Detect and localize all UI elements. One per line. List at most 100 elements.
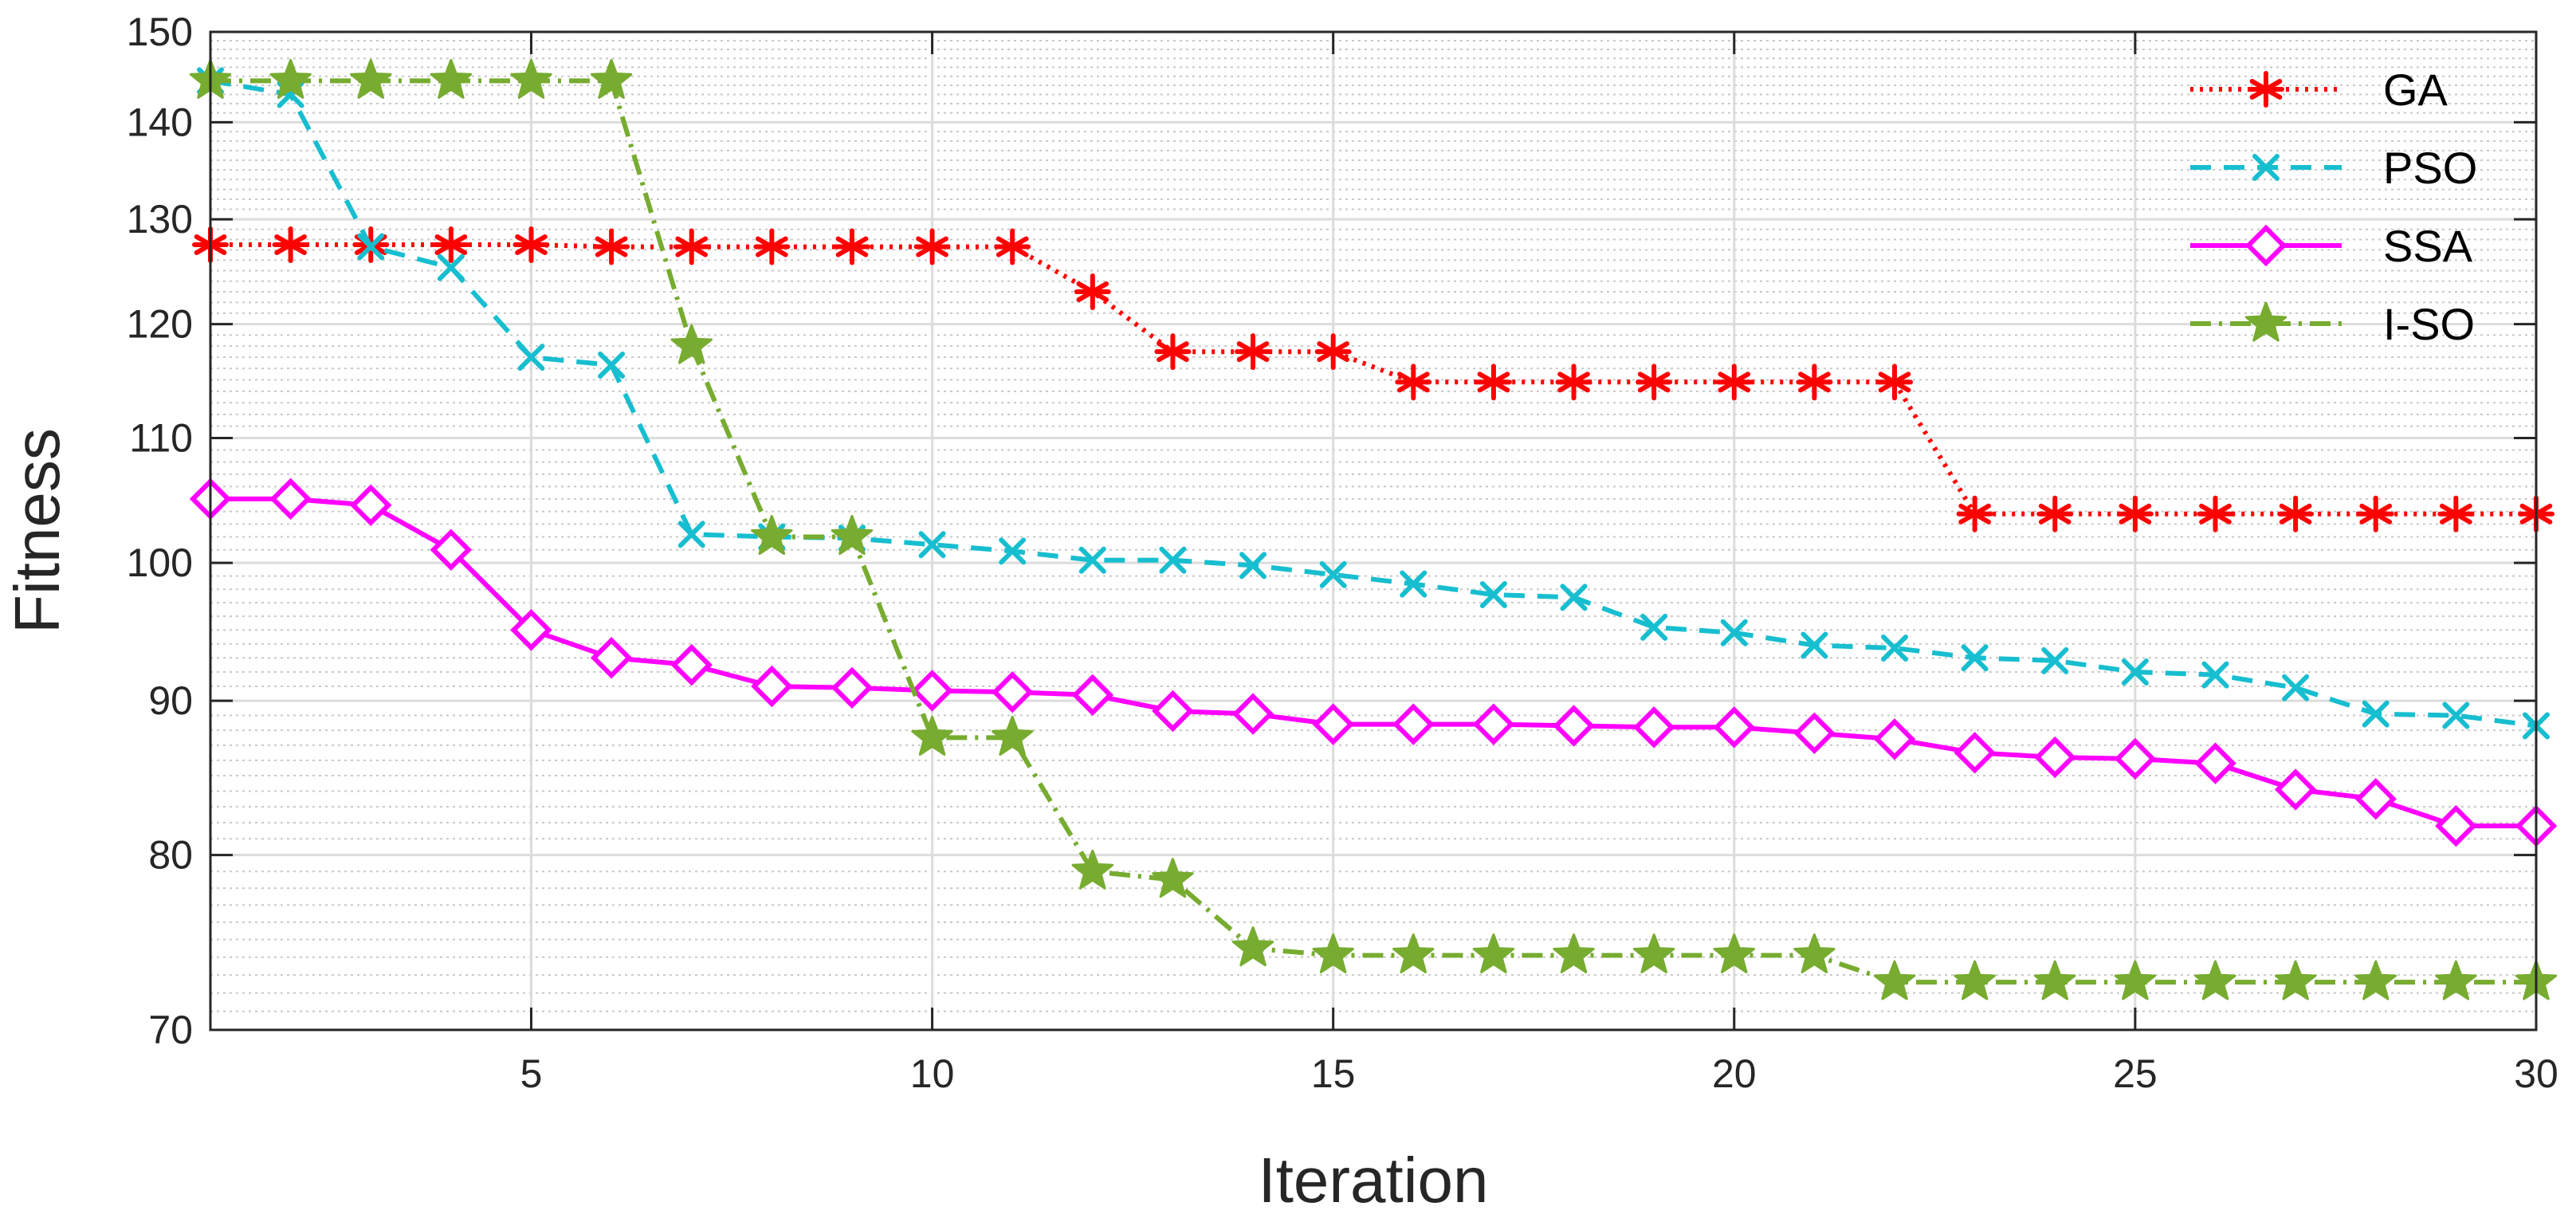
data-point-pso: [1560, 583, 1588, 611]
data-point-ga: [2197, 495, 2234, 532]
legend-marker-pso: [2252, 154, 2280, 181]
data-point-pso: [1479, 580, 1507, 608]
data-point-ga: [1395, 363, 1432, 401]
data-point-iso: [751, 515, 793, 556]
legend-entry-ga: GA: [2190, 65, 2448, 115]
data-point-ssa: [1954, 732, 1996, 774]
data-point-ga: [1475, 363, 1512, 401]
data-point-iso: [2194, 960, 2236, 1000]
data-point-pso: [517, 344, 545, 371]
data-point-iso: [831, 515, 874, 556]
data-point-iso: [1472, 933, 1515, 973]
data-point-ga: [673, 228, 710, 265]
y-tick-label: 150: [127, 10, 193, 54]
legend-entry-pso: PSO: [2190, 143, 2477, 193]
data-point-iso: [911, 715, 953, 756]
data-point-ga: [753, 228, 791, 265]
legend-label-ssa: SSA: [2383, 221, 2473, 271]
data-point-pso: [1319, 560, 1347, 588]
legend-marker-iso: [2244, 301, 2287, 342]
data-point-iso: [2034, 960, 2076, 1000]
data-point-pso: [1800, 631, 1828, 659]
data-point-pso: [2201, 661, 2229, 689]
legend-label-ga: GA: [2383, 65, 2448, 115]
data-point-ga: [913, 228, 951, 265]
data-point-iso: [590, 58, 633, 99]
data-point-iso: [2435, 960, 2477, 1000]
legend-label-pso: PSO: [2383, 143, 2477, 193]
data-point-iso: [1713, 933, 1755, 973]
legend: GA PSO SSA I-SO: [2190, 65, 2477, 349]
data-point-ga: [833, 228, 870, 265]
data-point-ssa: [2034, 736, 2076, 779]
data-point-ssa: [751, 665, 793, 708]
data-point-pso: [2282, 674, 2310, 701]
x-tick-label: 30: [2514, 1051, 2558, 1096]
data-point-ssa: [1632, 706, 1675, 749]
data-point-pso: [1159, 546, 1187, 574]
plot-frame: [209, 30, 2538, 1031]
data-point-ssa: [911, 670, 953, 712]
series-iso: [189, 58, 2558, 1000]
y-tick-label: 90: [148, 678, 193, 723]
legend-marker-ssa: [2244, 224, 2287, 267]
y-tick-label: 110: [129, 416, 193, 461]
data-point-iso: [1071, 849, 1114, 890]
data-point-iso: [1954, 960, 1996, 1000]
data-point-ga: [272, 226, 309, 263]
data-point-ssa: [670, 643, 713, 686]
data-point-pso: [2362, 700, 2389, 728]
data-point-pso: [2041, 646, 2069, 674]
data-point-ga: [512, 226, 550, 263]
x-tick-label: 10: [910, 1051, 955, 1096]
data-point-pso: [2121, 658, 2149, 686]
series-ga: [192, 226, 2554, 532]
axis-ticks: 5 10 15 20 25 30 70 80 90 100 110 120 130 140 150: [127, 10, 2558, 1096]
data-point-pso: [999, 537, 1027, 565]
data-point-ga: [1154, 333, 1192, 371]
data-point-iso: [1553, 933, 1595, 973]
data-point-ssa: [2435, 804, 2477, 847]
data-point-ssa: [1312, 703, 1354, 745]
data-point-ssa: [1392, 703, 1435, 745]
data-point-ssa: [1071, 674, 1114, 717]
data-point-ssa: [349, 484, 392, 527]
y-tick-label: 130: [127, 197, 193, 242]
data-point-pso: [1720, 619, 1748, 646]
data-point-ga: [1314, 333, 1352, 371]
data-point-ssa: [2354, 778, 2397, 820]
data-point-ssa: [1231, 693, 1274, 735]
data-point-ssa: [1553, 705, 1595, 747]
data-point-ga: [2277, 495, 2315, 532]
x-tick-label: 15: [1311, 1051, 1356, 1096]
data-point-ssa: [1713, 706, 1756, 749]
data-point-iso: [2274, 960, 2317, 1000]
data-point-pso: [918, 531, 946, 559]
data-point-iso: [1793, 933, 1836, 973]
data-point-pso: [1078, 546, 1106, 574]
data-point-ssa: [1873, 718, 1916, 760]
data-point-iso: [350, 58, 392, 99]
data-point-iso: [1392, 933, 1435, 973]
legend-entry-iso: I-SO: [2190, 299, 2475, 349]
data-point-ga: [1796, 363, 1833, 401]
data-point-ga: [994, 228, 1031, 265]
data-point-ga: [1876, 363, 1914, 401]
y-tick-label: 70: [148, 1008, 193, 1052]
data-point-ssa: [2114, 737, 2157, 780]
legend-marker-ga: [2248, 71, 2284, 108]
data-point-ga: [2116, 495, 2154, 532]
data-point-ssa: [510, 609, 552, 651]
data-point-pso: [677, 521, 705, 548]
data-point-pso: [1640, 613, 1668, 641]
data-point-pso: [437, 253, 465, 281]
y-axis-label: Fitness: [2, 428, 73, 634]
data-point-ga: [593, 228, 630, 265]
data-point-iso: [2354, 960, 2397, 1000]
data-point-ga: [1555, 363, 1592, 401]
data-point-ssa: [991, 670, 1034, 713]
data-point-pso: [2442, 701, 2470, 729]
y-tick-label: 120: [127, 302, 193, 347]
